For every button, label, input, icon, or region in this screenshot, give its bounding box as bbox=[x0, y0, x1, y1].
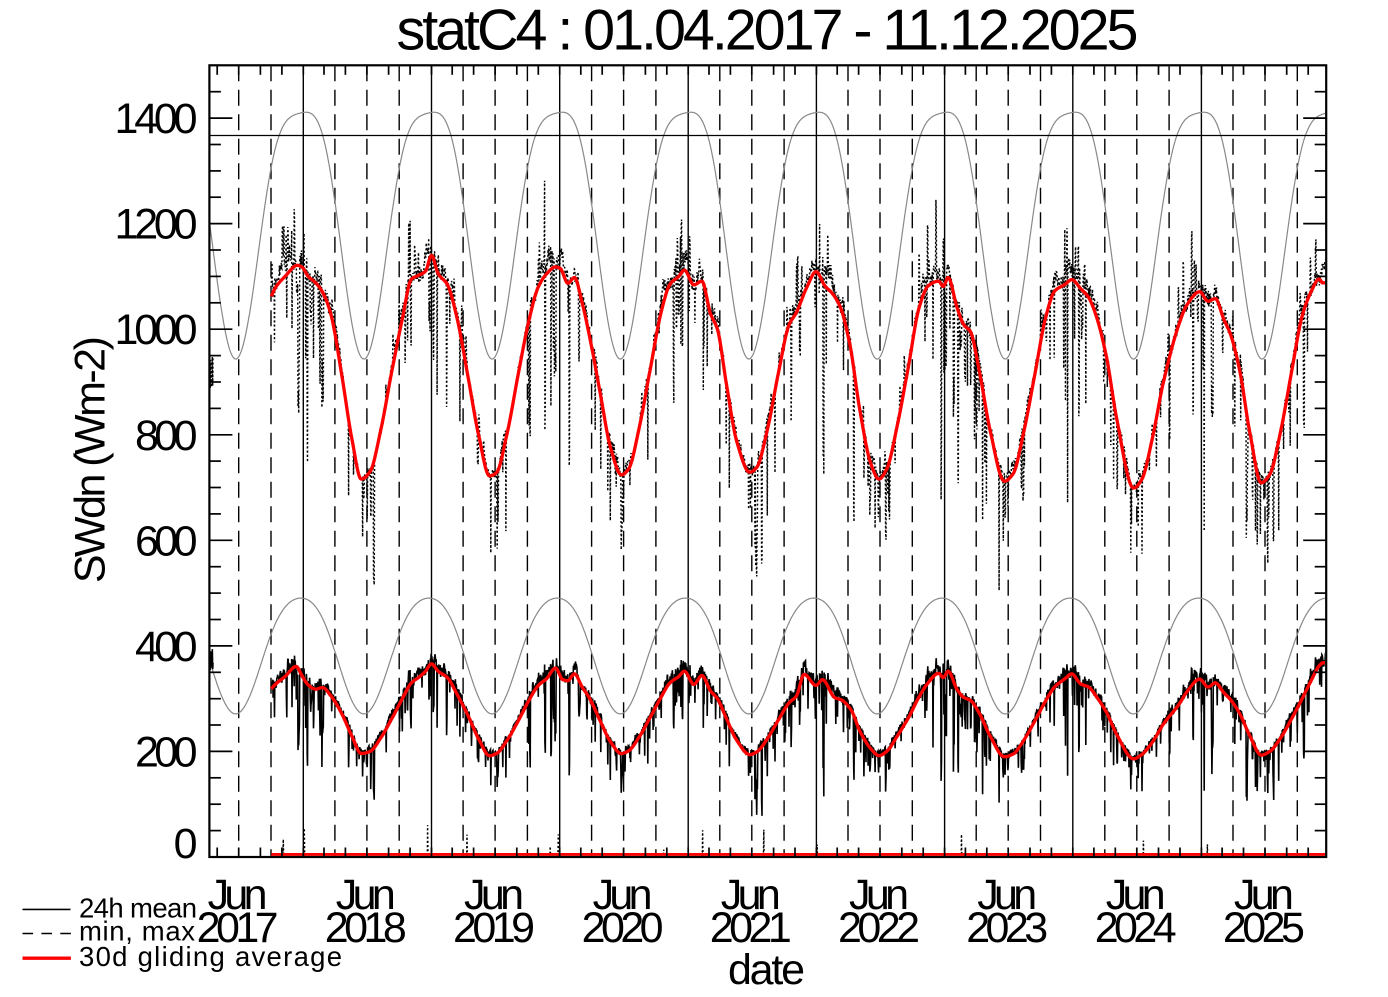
svg-text:statC4 : 01.04.2017 - 11.12.20: statC4 : 01.04.2017 - 11.12.2025 bbox=[397, 0, 1139, 63]
svg-text:30d gliding average: 30d gliding average bbox=[79, 941, 342, 972]
svg-text:Jun: Jun bbox=[1106, 871, 1166, 919]
svg-text:24h mean: 24h mean bbox=[79, 893, 197, 924]
svg-text:800: 800 bbox=[135, 412, 198, 460]
svg-text:200: 200 bbox=[135, 728, 198, 776]
svg-text:min, max: min, max bbox=[79, 916, 195, 947]
svg-text:2019: 2019 bbox=[453, 904, 535, 952]
svg-text:2024: 2024 bbox=[1095, 904, 1177, 952]
svg-text:2021: 2021 bbox=[710, 904, 792, 952]
svg-text:Jun: Jun bbox=[208, 871, 268, 919]
svg-text:1000: 1000 bbox=[115, 306, 198, 354]
svg-text:2023: 2023 bbox=[966, 904, 1048, 952]
svg-text:2017: 2017 bbox=[197, 904, 279, 952]
svg-text:Jun: Jun bbox=[849, 871, 909, 919]
svg-text:2018: 2018 bbox=[325, 904, 407, 952]
svg-text:1400: 1400 bbox=[115, 95, 198, 143]
svg-text:2020: 2020 bbox=[582, 904, 664, 952]
svg-text:date: date bbox=[728, 946, 805, 992]
svg-text:SWdn (Wm-2): SWdn (Wm-2) bbox=[67, 336, 115, 583]
svg-text:2022: 2022 bbox=[838, 904, 920, 952]
svg-text:2025: 2025 bbox=[1223, 904, 1305, 952]
svg-text:0: 0 bbox=[174, 820, 198, 868]
svg-text:1200: 1200 bbox=[115, 201, 198, 249]
svg-text:Jun: Jun bbox=[593, 871, 653, 919]
svg-text:600: 600 bbox=[135, 517, 198, 565]
svg-text:Jun: Jun bbox=[977, 871, 1037, 919]
svg-text:Jun: Jun bbox=[721, 871, 781, 919]
svg-text:Jun: Jun bbox=[1234, 871, 1294, 919]
svg-text:400: 400 bbox=[135, 623, 198, 671]
svg-text:Jun: Jun bbox=[336, 871, 396, 919]
svg-text:Jun: Jun bbox=[464, 871, 524, 919]
